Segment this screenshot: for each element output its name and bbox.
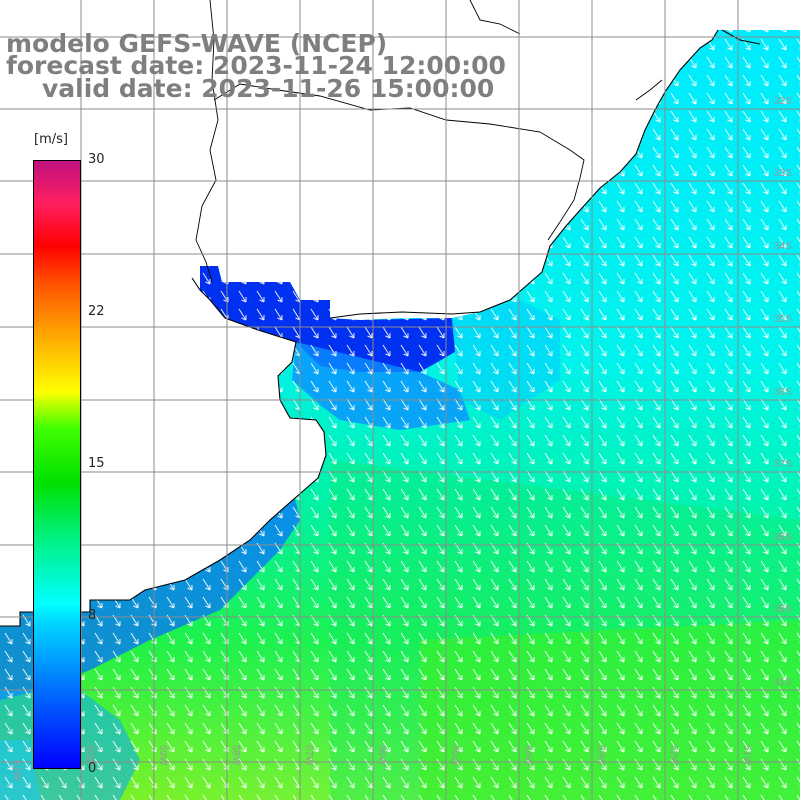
lon-label: 60W <box>84 745 95 766</box>
lat-label: 34S <box>774 241 792 252</box>
forecast-date: forecast date: 2023-11-24 12:00:00 <box>6 51 506 80</box>
colorbar-tick: 15 <box>88 456 105 471</box>
lat-label: 41S <box>774 677 792 688</box>
lat-label: 32S <box>774 96 792 107</box>
lat-label: 36S <box>774 387 792 398</box>
lat-label: 35S <box>774 314 792 325</box>
coastline <box>0 29 761 627</box>
colorbar-tick: 8 <box>88 608 97 623</box>
lon-label: 58W <box>230 745 241 766</box>
lon-label: 61W <box>11 760 22 781</box>
lat-label: 38S <box>774 532 792 543</box>
lon-label: 52W <box>668 745 679 766</box>
lat-label: 33S <box>774 168 792 179</box>
colorbar-tick: 0 <box>88 761 97 776</box>
lon-label: 56W <box>376 745 387 766</box>
colorbar-unit: [m/s] <box>34 132 68 147</box>
lon-label: 59W <box>157 745 168 766</box>
latitude-labels: 32S 33S 34S 35S 36S 37S 38S 39S 41S <box>774 96 792 688</box>
lon-label: 53W <box>595 745 606 766</box>
model-title: modelo GEFS-WAVE (NCEP) <box>6 29 388 58</box>
lon-label: 54W <box>522 745 533 766</box>
country-borders <box>195 0 663 283</box>
colorbar-tick: 22 <box>88 304 105 319</box>
lat-label: 37S <box>774 459 792 470</box>
lon-label: 55W <box>449 745 460 766</box>
lat-label: 39S <box>774 604 792 615</box>
lon-label: 51W <box>741 745 752 766</box>
longitude-labels: 61W 60W 59W 58W 57W 56W 55W 54W 53W 52W … <box>11 745 752 781</box>
colorbar-tick: 30 <box>88 152 105 167</box>
colorbar <box>33 160 81 769</box>
valid-date: valid date: 2023-11-26 15:00:00 <box>42 74 495 103</box>
lon-label: 57W <box>303 745 314 766</box>
